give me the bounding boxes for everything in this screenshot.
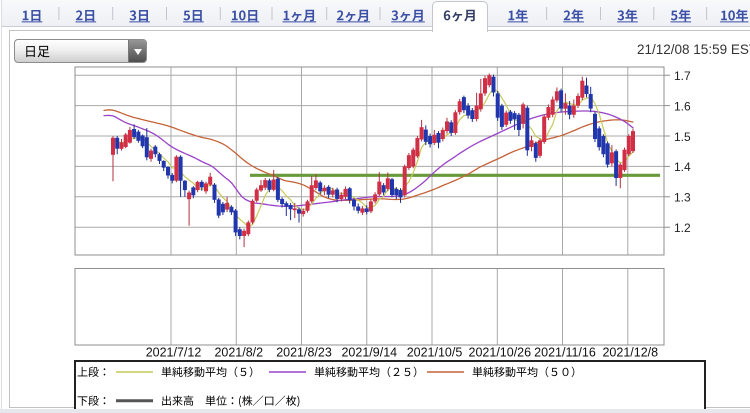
svg-text:1.4: 1.4	[674, 160, 691, 174]
svg-text:1.6: 1.6	[674, 99, 691, 113]
svg-text:21/12/08 15:59 EST: 21/12/08 15:59 EST	[637, 42, 750, 57]
svg-text:2021/10/5: 2021/10/5	[407, 346, 463, 360]
svg-text:2021/12/8: 2021/12/8	[602, 346, 658, 360]
svg-text:1.7: 1.7	[674, 69, 691, 83]
svg-text:1.2: 1.2	[674, 221, 691, 235]
svg-text:2021/10/26: 2021/10/26	[469, 346, 532, 360]
svg-text:2021/8/23: 2021/8/23	[276, 346, 332, 360]
svg-text:2021/9/14: 2021/9/14	[341, 346, 397, 360]
svg-text:1.5: 1.5	[674, 130, 691, 144]
svg-text:1.3: 1.3	[674, 191, 691, 205]
svg-text:2021/8/2: 2021/8/2	[214, 346, 263, 360]
svg-text:2021/7/12: 2021/7/12	[146, 346, 202, 360]
svg-text:2021/11/16: 2021/11/16	[534, 346, 596, 360]
